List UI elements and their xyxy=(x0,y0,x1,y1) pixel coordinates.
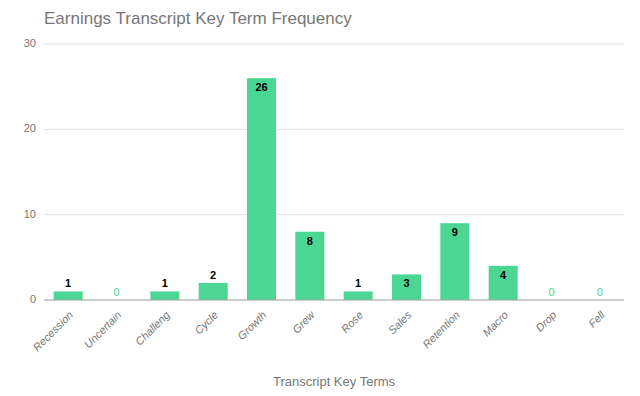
y-tick-label: 20 xyxy=(24,122,36,134)
y-tick-label: 10 xyxy=(24,208,36,220)
data-label: 4 xyxy=(500,269,507,281)
x-tick-label: Retention xyxy=(420,309,462,351)
bar xyxy=(150,291,179,300)
x-tick-label: Growth xyxy=(235,309,269,343)
grid xyxy=(44,44,624,300)
bar xyxy=(440,223,469,300)
data-label: 8 xyxy=(307,235,313,247)
y-tick-label: 30 xyxy=(24,37,36,49)
bar xyxy=(247,78,276,300)
x-axis-label: Transcript Key Terms xyxy=(273,374,396,389)
x-tick-label: Cycle xyxy=(192,309,220,337)
bar xyxy=(392,274,421,300)
bar xyxy=(199,283,228,300)
data-label: 0 xyxy=(597,286,603,298)
data-label: 1 xyxy=(162,277,168,289)
bar xyxy=(295,232,324,300)
bar xyxy=(489,266,518,300)
grid-line xyxy=(44,44,624,45)
grid-line xyxy=(44,300,624,301)
x-tick-label: Macro xyxy=(480,309,510,339)
x-tick-label: Grew xyxy=(290,308,318,336)
x-axis-line xyxy=(44,300,624,301)
bar xyxy=(54,291,83,300)
x-tick-label: Drop xyxy=(533,309,558,334)
x-tick-label: Fell xyxy=(586,308,607,329)
x-tick-label: Challeng xyxy=(133,308,173,348)
data-label: 26 xyxy=(255,81,267,93)
x-tick-label: Sales xyxy=(386,308,414,336)
data-label: 3 xyxy=(403,277,409,289)
data-label: 9 xyxy=(452,226,458,238)
grid-line xyxy=(44,214,624,215)
data-label: 2 xyxy=(210,269,216,281)
x-tick-label: Rose xyxy=(339,309,366,336)
chart: 01020301012268139400RecessionUncertainCh… xyxy=(0,0,640,396)
grid-line xyxy=(44,129,624,130)
data-label: 0 xyxy=(113,286,119,298)
data-label: 1 xyxy=(65,277,71,289)
title: Earnings Transcript Key Term Frequency xyxy=(44,9,352,28)
bar xyxy=(344,291,373,300)
y-tick-label: 0 xyxy=(30,293,36,305)
data-label: 1 xyxy=(355,277,361,289)
x-tick-label: Recession xyxy=(30,309,75,354)
data-label: 0 xyxy=(548,286,554,298)
bars xyxy=(54,78,518,300)
x-tick-label: Uncertain xyxy=(82,309,124,351)
